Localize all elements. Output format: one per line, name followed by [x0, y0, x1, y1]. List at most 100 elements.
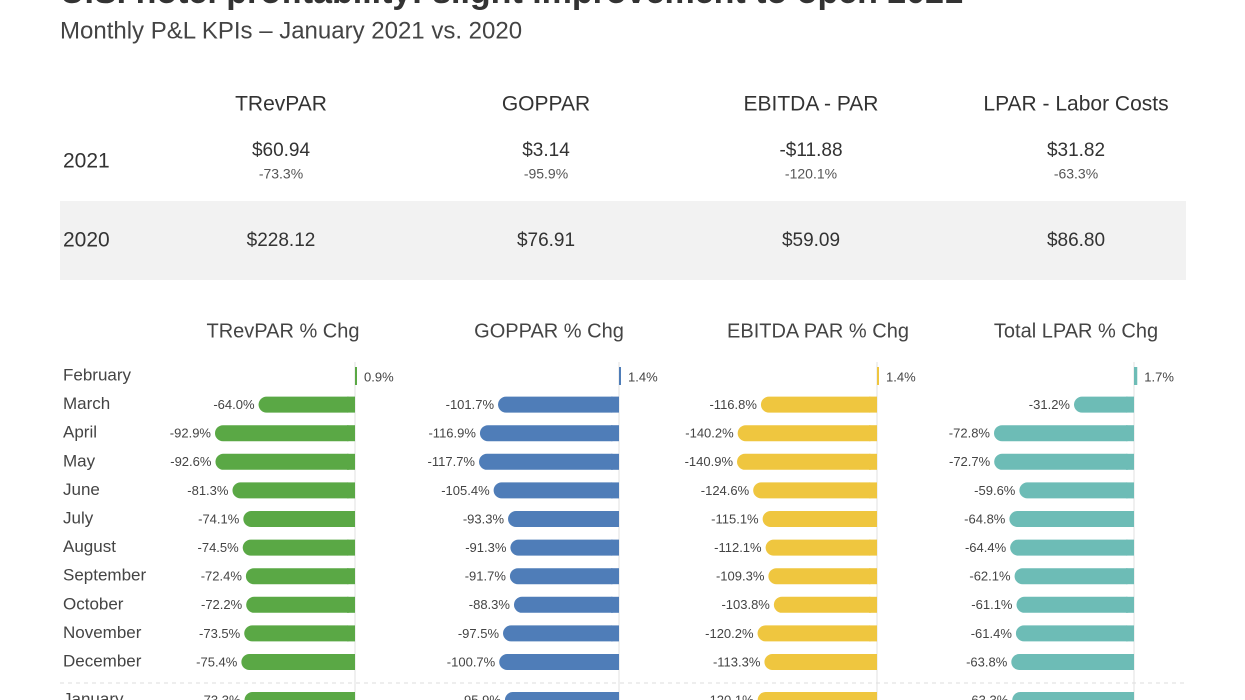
kpi-value: $228.12: [247, 230, 316, 251]
bar-end: [1126, 692, 1134, 700]
value-label: -113.3%: [713, 654, 761, 669]
category-label: June: [63, 480, 100, 499]
title: U.S. hotel profitability: slight improve…: [60, 0, 963, 11]
bar: [773, 596, 877, 613]
bar-end: [1126, 425, 1134, 442]
bar: [765, 539, 877, 556]
bar-end: [1126, 453, 1134, 470]
bar-end: [1126, 482, 1134, 499]
category-label: November: [63, 623, 142, 642]
bar: [243, 511, 355, 527]
value-label: -117.7%: [428, 454, 476, 469]
bar-end: [611, 453, 619, 470]
bar: [241, 654, 355, 670]
bar-end: [869, 396, 877, 413]
value-label: -74.5%: [198, 540, 240, 555]
value-label: -115.1%: [711, 511, 759, 526]
kpi-change: -120.1%: [785, 166, 837, 182]
chart-title: GOPPAR % Chg: [474, 320, 624, 342]
bar-end: [611, 625, 619, 642]
value-label: -116.9%: [428, 426, 476, 441]
value-label: -116.8%: [709, 397, 757, 412]
kpi-value: $60.94: [252, 140, 311, 161]
value-label: -100.7%: [447, 654, 496, 669]
bar-end: [1126, 396, 1134, 413]
bar-end: [611, 482, 619, 499]
kpi-change: -63.3%: [1054, 166, 1098, 182]
bar: [508, 511, 619, 527]
bar: [762, 511, 877, 527]
bar-end: [869, 539, 877, 556]
bar: [1019, 482, 1134, 499]
bar-end: [1126, 596, 1134, 613]
bar-end: [347, 568, 355, 585]
category-label: December: [63, 651, 142, 670]
bar: [242, 539, 355, 556]
kpi-value: $86.80: [1047, 230, 1105, 251]
row-label: 2021: [63, 150, 110, 173]
bar: [215, 453, 355, 470]
column-header: GOPPAR: [502, 93, 590, 116]
value-label: -105.4%: [441, 483, 490, 498]
value-label: -59.6%: [974, 483, 1016, 498]
category-label: September: [63, 566, 146, 585]
bar: [757, 692, 877, 700]
bar: [1012, 692, 1134, 700]
value-label: -140.9%: [685, 454, 734, 469]
bar: [1014, 568, 1134, 585]
bar: [244, 625, 355, 642]
bar: [1134, 367, 1138, 385]
value-label: -92.6%: [170, 454, 212, 469]
value-label: -91.7%: [465, 569, 507, 584]
bar: [510, 539, 619, 556]
bar-end: [611, 596, 619, 613]
bar: [504, 692, 619, 700]
bar-end: [1126, 539, 1134, 556]
kpi-change: -95.9%: [524, 166, 568, 182]
bar-end: [347, 596, 355, 613]
bar: [753, 482, 877, 499]
bar-end: [869, 596, 877, 613]
category-label: May: [63, 451, 96, 470]
category-label: July: [63, 508, 94, 527]
bar: [258, 396, 355, 413]
category-label: August: [63, 537, 116, 556]
row-band: [60, 201, 1186, 280]
value-label: -140.2%: [685, 426, 734, 441]
bar: [1010, 539, 1134, 556]
bar-end: [347, 511, 355, 527]
category-label: January: [63, 689, 124, 700]
bar-end: [611, 654, 619, 670]
value-label: -31.2%: [1029, 397, 1071, 412]
bar-end: [869, 482, 877, 499]
bar-end: [869, 425, 877, 442]
value-label: -112.1%: [714, 540, 762, 555]
bar: [760, 396, 877, 413]
bar: [499, 654, 619, 670]
value-label: -120.2%: [705, 626, 754, 641]
bar: [994, 453, 1134, 470]
value-label: -72.2%: [201, 597, 243, 612]
bar-end: [869, 654, 877, 670]
kpi-value: $59.09: [782, 230, 840, 251]
bar-end: [347, 692, 355, 700]
bar-end: [347, 625, 355, 642]
value-label: -81.3%: [187, 483, 229, 498]
bar-end: [1126, 511, 1134, 527]
value-label: 1.7%: [1144, 369, 1174, 384]
column-header: TRevPAR: [235, 93, 327, 116]
bar: [619, 367, 621, 385]
bar-end: [611, 568, 619, 585]
value-label: 1.4%: [628, 369, 658, 384]
bar-end: [611, 396, 619, 413]
value-label: -97.5%: [458, 626, 500, 641]
category-label: March: [63, 394, 110, 413]
bar-end: [1126, 568, 1134, 585]
category-label: February: [63, 365, 132, 384]
category-label: April: [63, 423, 97, 442]
value-label: -124.6%: [701, 483, 750, 498]
chart-title: Total LPAR % Chg: [994, 320, 1158, 342]
bar: [737, 453, 877, 470]
value-label: -93.3%: [463, 511, 505, 526]
